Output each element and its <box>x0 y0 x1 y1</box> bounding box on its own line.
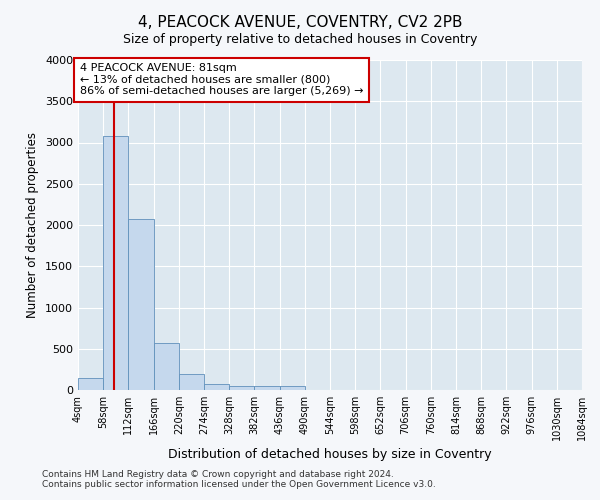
Text: 4, PEACOCK AVENUE, COVENTRY, CV2 2PB: 4, PEACOCK AVENUE, COVENTRY, CV2 2PB <box>138 15 462 30</box>
X-axis label: Distribution of detached houses by size in Coventry: Distribution of detached houses by size … <box>168 448 492 462</box>
Bar <box>103 136 128 390</box>
Bar <box>154 343 179 390</box>
Bar <box>128 219 154 390</box>
Bar <box>204 384 229 390</box>
Bar <box>78 378 103 390</box>
Y-axis label: Number of detached properties: Number of detached properties <box>26 132 40 318</box>
Text: 4 PEACOCK AVENUE: 81sqm
← 13% of detached houses are smaller (800)
86% of semi-d: 4 PEACOCK AVENUE: 81sqm ← 13% of detache… <box>80 64 364 96</box>
Bar <box>280 386 305 390</box>
Bar <box>179 374 204 390</box>
Text: Contains HM Land Registry data © Crown copyright and database right 2024.
Contai: Contains HM Land Registry data © Crown c… <box>42 470 436 489</box>
Bar <box>254 386 280 390</box>
Text: Size of property relative to detached houses in Coventry: Size of property relative to detached ho… <box>123 32 477 46</box>
Bar <box>229 386 254 390</box>
